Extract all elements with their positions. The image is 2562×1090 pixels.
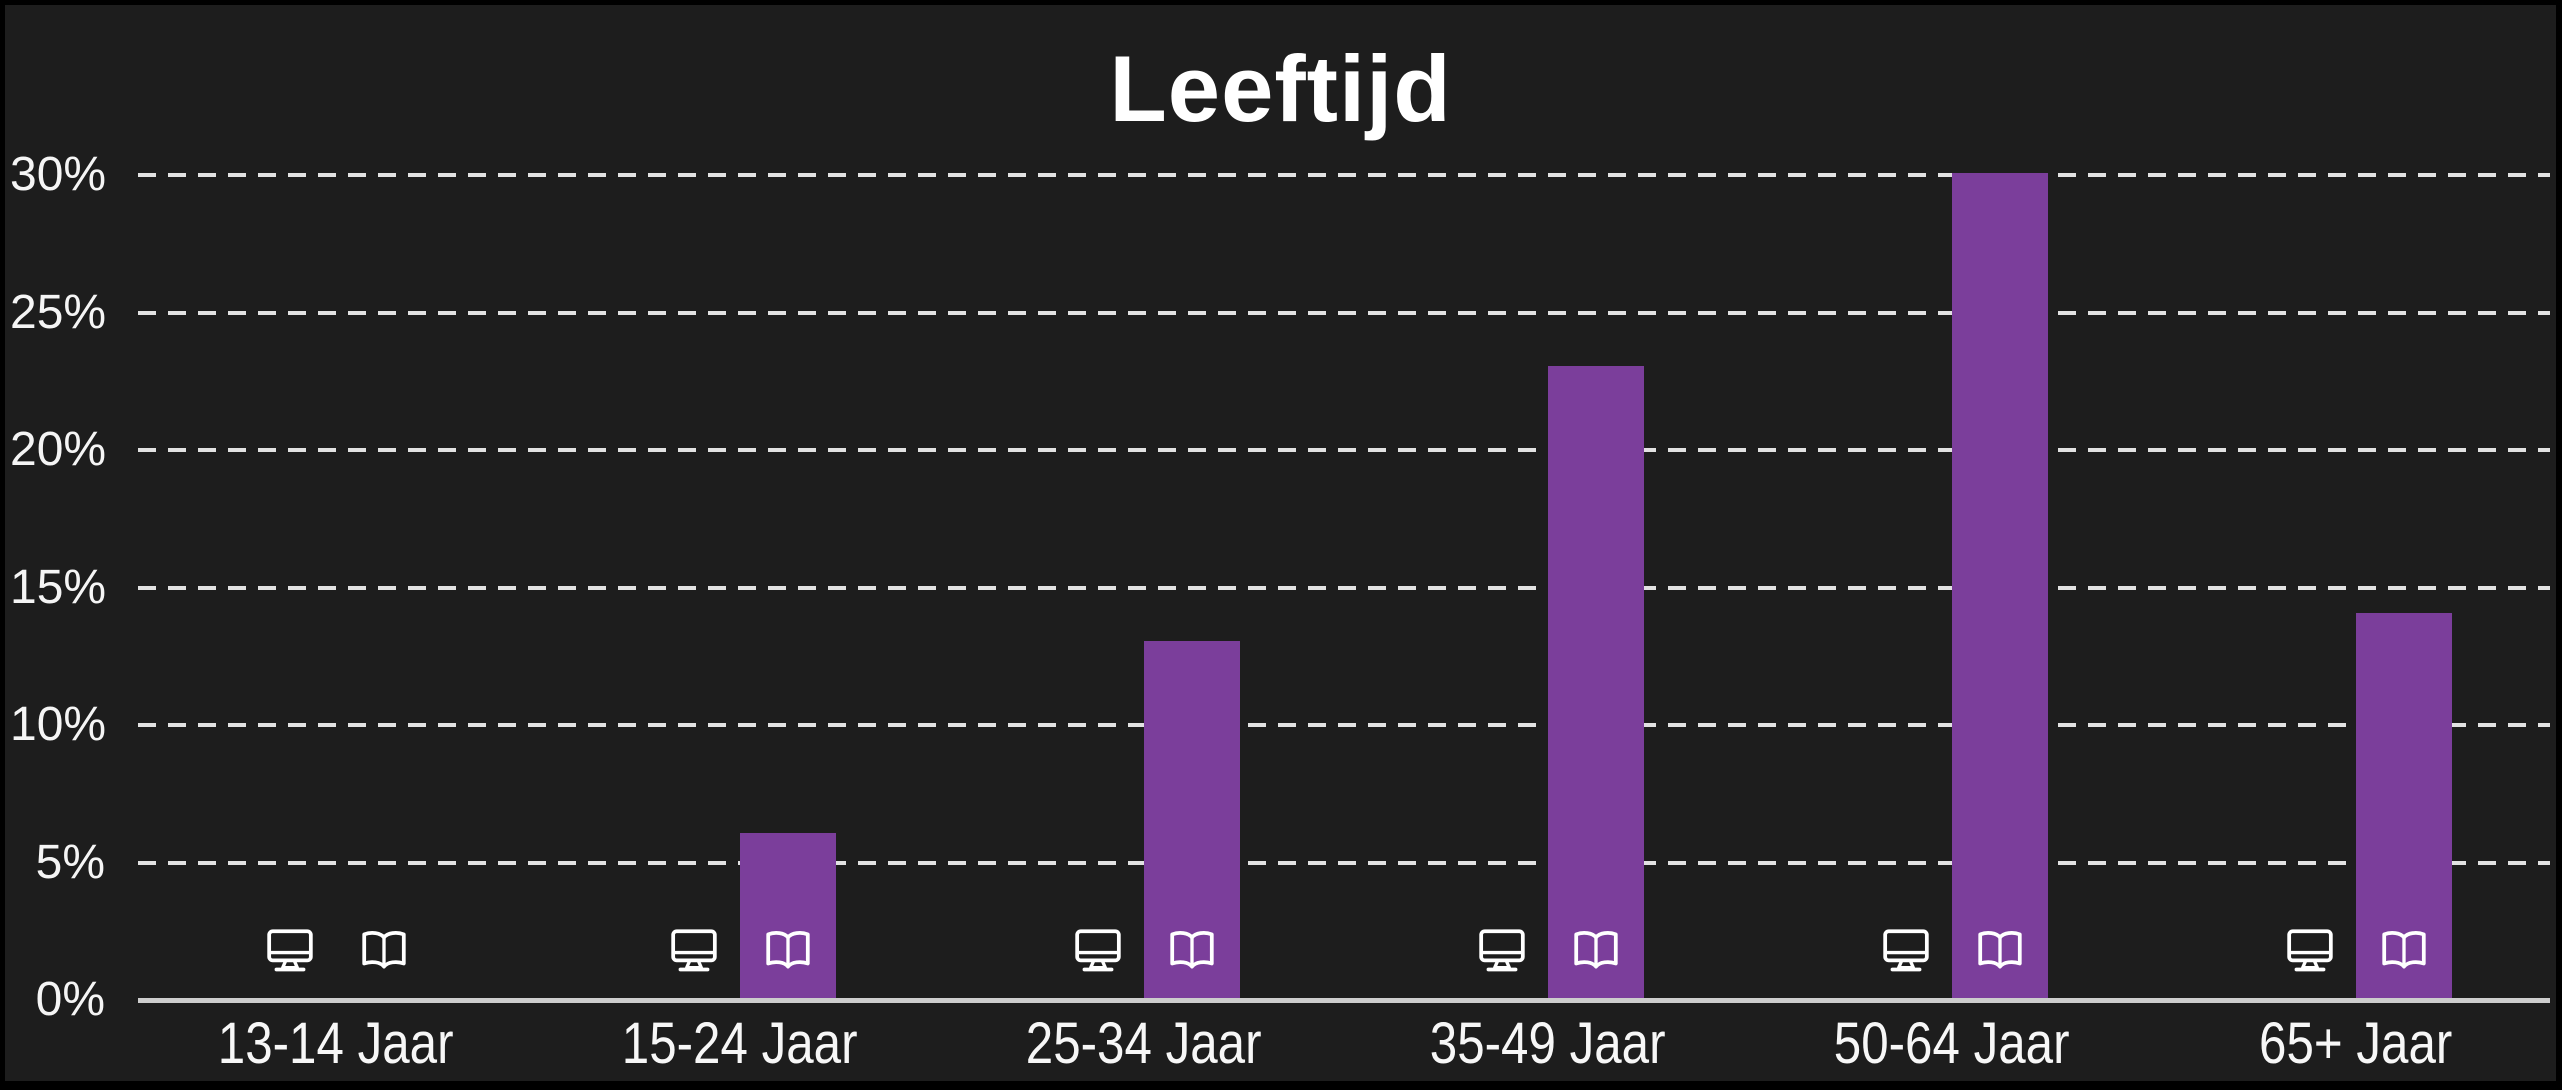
monitor-icon (265, 926, 315, 976)
x-axis-category-text: 50-64 Jaar (1834, 1011, 2070, 1076)
bar-65+ Jaar (2356, 613, 2452, 998)
y-axis-tick-label: 0% (35, 973, 105, 1026)
open-book-icon (1571, 926, 1621, 976)
open-book-icon (763, 926, 813, 976)
x-axis-category-label: 35-49 Jaar (1338, 1013, 1758, 1075)
open-book-icon (1975, 926, 2025, 976)
x-axis-line (138, 998, 2550, 1003)
monitor-icon (1881, 926, 1931, 976)
bar-15-24 Jaar (740, 833, 836, 998)
gridline-15% (138, 585, 2550, 590)
y-axis-tick-label: 20% (10, 423, 107, 476)
x-axis-category-text: 65+ Jaar (2259, 1011, 2453, 1076)
monitor-icon (669, 926, 719, 976)
chart-canvas: Leeftijd 0% 5% 10% 15% 20% 25% 30% 13-14 Jaar 15… (5, 5, 2556, 1081)
x-axis-category-label: 65+ Jaar (2146, 1013, 2562, 1075)
bar-50-64 Jaar (1952, 173, 2048, 998)
gridline-10% (138, 723, 2550, 727)
x-axis-category-text: 35-49 Jaar (1430, 1011, 1666, 1076)
x-axis-category-label: 15-24 Jaar (530, 1013, 950, 1075)
open-book-icon (1167, 926, 1217, 976)
monitor-icon (2285, 926, 2335, 976)
x-axis-category-label: 13-14 Jaar (126, 1013, 546, 1075)
monitor-icon (1073, 926, 1123, 976)
gridline-25% (138, 310, 2550, 315)
gridline-5% (138, 860, 2550, 865)
open-book-icon (359, 926, 409, 976)
bar-35-49 Jaar (1548, 365, 1644, 998)
x-axis-category-text: 13-14 Jaar (218, 1011, 454, 1076)
x-axis-category-text: 15-24 Jaar (622, 1011, 858, 1076)
x-axis-category-text: 25-34 Jaar (1026, 1011, 1262, 1076)
open-book-icon (2379, 926, 2429, 976)
monitor-icon (1477, 926, 1527, 976)
y-axis-tick-label: 5% (35, 835, 105, 889)
gridline-20% (138, 448, 2550, 452)
x-axis-category-label: 25-34 Jaar (934, 1013, 1354, 1075)
y-axis-tick-label: 10% (10, 698, 107, 751)
plot-area: 0% 5% 10% 15% 20% 25% 30% 13-14 Jaar 15-24 Jaar 2… (5, 5, 2556, 1081)
y-axis-tick-label: 25% (10, 285, 107, 339)
y-axis-tick-label: 15% (10, 560, 107, 614)
y-axis-tick-label: 30% (10, 148, 107, 201)
chart-title: Leeftijd (1109, 36, 1452, 141)
gridline-30% (138, 173, 2550, 177)
x-axis-category-label: 50-64 Jaar (1742, 1013, 2162, 1075)
